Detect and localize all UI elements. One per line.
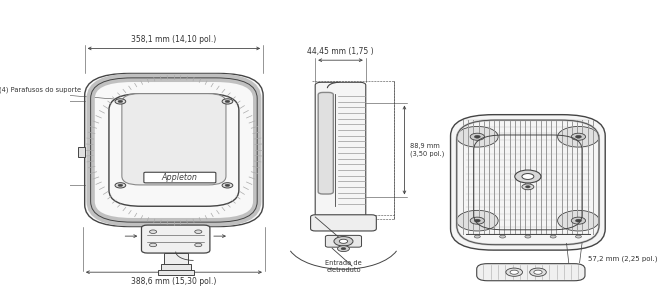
Circle shape xyxy=(522,174,534,179)
Bar xyxy=(163,253,188,264)
Circle shape xyxy=(339,239,348,243)
Circle shape xyxy=(576,219,582,222)
Circle shape xyxy=(456,126,498,147)
Circle shape xyxy=(456,210,498,231)
Circle shape xyxy=(534,270,542,274)
FancyBboxPatch shape xyxy=(450,115,605,250)
Circle shape xyxy=(474,135,480,138)
Circle shape xyxy=(195,243,202,247)
FancyBboxPatch shape xyxy=(315,82,366,218)
Bar xyxy=(161,264,190,271)
Circle shape xyxy=(115,99,126,104)
Circle shape xyxy=(470,217,484,224)
Circle shape xyxy=(522,184,534,190)
Circle shape xyxy=(506,268,523,276)
Text: 358,1 mm (14,10 pol.): 358,1 mm (14,10 pol.) xyxy=(131,35,216,44)
Circle shape xyxy=(530,268,546,276)
FancyBboxPatch shape xyxy=(318,92,334,194)
Circle shape xyxy=(557,210,599,231)
Circle shape xyxy=(149,230,157,233)
Circle shape xyxy=(225,184,230,187)
Circle shape xyxy=(338,246,350,252)
FancyBboxPatch shape xyxy=(122,94,226,185)
FancyBboxPatch shape xyxy=(326,236,362,247)
Circle shape xyxy=(576,135,582,138)
Circle shape xyxy=(334,237,353,246)
FancyBboxPatch shape xyxy=(141,225,210,253)
Text: 44,45 mm (1,75 ): 44,45 mm (1,75 ) xyxy=(307,47,374,56)
Bar xyxy=(78,147,84,158)
Circle shape xyxy=(500,235,506,238)
Text: 388,6 mm (15,30 pol.): 388,6 mm (15,30 pol.) xyxy=(131,277,216,286)
FancyBboxPatch shape xyxy=(84,74,263,226)
Circle shape xyxy=(115,183,126,188)
Text: 88,9 mm
(3,50 pol.): 88,9 mm (3,50 pol.) xyxy=(411,143,445,157)
Circle shape xyxy=(550,235,556,238)
Circle shape xyxy=(515,170,541,183)
Circle shape xyxy=(572,133,586,140)
Circle shape xyxy=(576,235,582,238)
Circle shape xyxy=(474,219,480,222)
Text: (4) Parafusos do suporte: (4) Parafusos do suporte xyxy=(0,86,81,93)
Circle shape xyxy=(222,99,232,104)
Text: Appleton: Appleton xyxy=(162,173,198,182)
Circle shape xyxy=(195,230,202,233)
Circle shape xyxy=(149,243,157,247)
Circle shape xyxy=(474,235,480,238)
Circle shape xyxy=(572,217,586,224)
FancyBboxPatch shape xyxy=(477,264,585,281)
Circle shape xyxy=(470,133,484,140)
Circle shape xyxy=(525,186,530,188)
Circle shape xyxy=(341,248,346,250)
Circle shape xyxy=(525,235,531,238)
Circle shape xyxy=(225,100,230,103)
Text: Entrada de
eletroduto: Entrada de eletroduto xyxy=(325,260,362,273)
Circle shape xyxy=(557,126,599,147)
Bar xyxy=(158,270,194,275)
Circle shape xyxy=(222,183,232,188)
Circle shape xyxy=(510,270,519,274)
Text: 57,2 mm (2,25 pol.): 57,2 mm (2,25 pol.) xyxy=(588,256,657,262)
FancyBboxPatch shape xyxy=(311,215,377,231)
Circle shape xyxy=(118,100,123,103)
FancyBboxPatch shape xyxy=(144,172,216,183)
Circle shape xyxy=(118,184,123,187)
